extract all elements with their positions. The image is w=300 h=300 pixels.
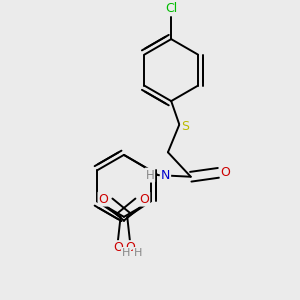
Text: S: S bbox=[181, 120, 189, 133]
Text: O: O bbox=[125, 241, 135, 254]
Text: O: O bbox=[113, 241, 123, 254]
Text: O: O bbox=[98, 193, 108, 206]
Text: N: N bbox=[161, 169, 170, 182]
Text: Cl: Cl bbox=[165, 2, 177, 15]
Text: O: O bbox=[140, 193, 149, 206]
Text: O: O bbox=[221, 166, 231, 179]
Text: H: H bbox=[134, 248, 142, 258]
Text: H: H bbox=[122, 248, 130, 258]
Text: H: H bbox=[146, 169, 154, 182]
